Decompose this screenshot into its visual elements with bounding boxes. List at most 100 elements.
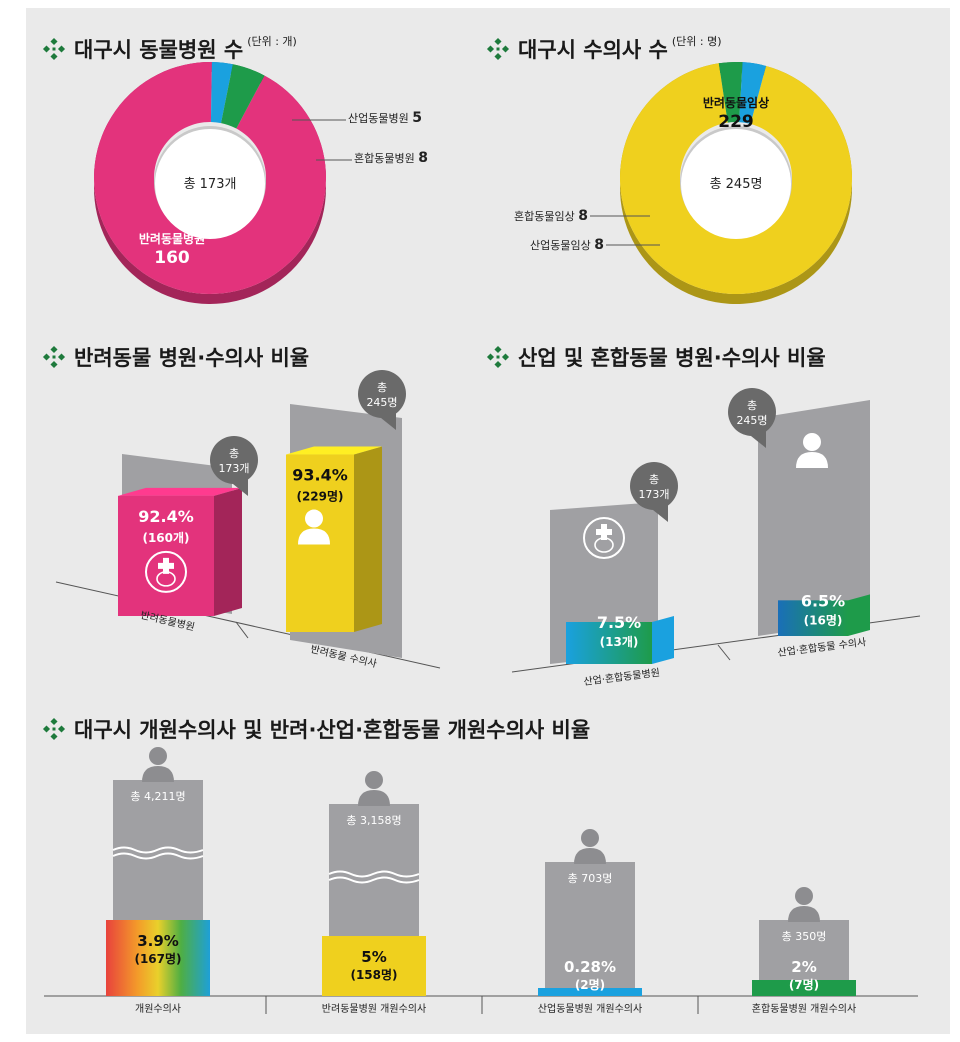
badge-line: 총 — [747, 399, 757, 412]
donut-vets: 총 245명 반려동물임상 229 혼합동물임상 8 산업동물임상 8 — [514, 62, 853, 304]
title-text: 대구시 수의사 수 — [518, 38, 668, 62]
person-head-icon — [149, 747, 167, 765]
donut-slice-혼합동물임상 — [718, 62, 743, 123]
bar-front — [118, 495, 214, 616]
badge-line: 총 — [649, 473, 659, 486]
donut-slice-산업동물병원 — [210, 62, 233, 124]
bar-count-label: (16명) — [804, 613, 843, 627]
percent-bar — [538, 988, 642, 996]
diamond-bullet-icon — [42, 37, 66, 61]
section-title-vets: 대구시 수의사 수 (단위 : 명) — [486, 34, 722, 64]
donut-slice-반려동물병원 — [93, 62, 326, 295]
diamond-bullet-icon — [486, 345, 510, 369]
x-tick-label: 산업동물병원 개원수의사 — [538, 1002, 642, 1015]
diamond-bullet-icon — [42, 345, 66, 369]
badge-line: 173개 — [218, 462, 249, 475]
bar-side — [848, 594, 870, 636]
diamond-bullet-icon — [486, 37, 510, 61]
x-tick-label: 산업·혼합동물병원 — [583, 666, 661, 688]
person-body-icon — [142, 766, 174, 782]
bar-front — [566, 622, 652, 664]
bar-value-label: 7.5% — [597, 613, 641, 632]
x-tick-label: 반려동물병원 개원수의사 — [322, 1003, 426, 1015]
section-title-opening: 대구시 개원수의사 및 반려·산업·혼합동물 개원수의사 비율 — [42, 714, 591, 744]
person-body-icon — [788, 906, 820, 922]
bar-front — [778, 600, 848, 636]
unit-text: (단위 : 개) — [247, 35, 297, 48]
donut-hole — [681, 129, 791, 239]
slice-value: 229 — [718, 112, 754, 132]
percent-bar — [106, 920, 210, 996]
x-tick-label: 산업·혼합동물 수의사 — [777, 635, 867, 659]
cross-icon — [158, 557, 174, 574]
bar-count-label: (229명) — [296, 490, 343, 504]
bar-count-label: (7명) — [789, 978, 819, 992]
pet-hospital-icon — [583, 517, 625, 559]
bar-value-label: 92.4% — [138, 507, 194, 526]
bar-value-label: 6.5% — [801, 591, 845, 610]
donut-total-label: 총 173개 — [184, 177, 237, 192]
bar-value-label: 2% — [791, 958, 816, 976]
slice-label: 산업동물임상 8 — [530, 237, 604, 253]
badge-line: 총 — [377, 381, 387, 394]
badge-line: 245명 — [736, 414, 767, 427]
section-title-industrial: 산업 및 혼합동물 병원·수의사 비율 — [486, 342, 826, 372]
badge-line: 245명 — [366, 396, 397, 409]
title-text: 대구시 개원수의사 및 반려·산업·혼합동물 개원수의사 비율 — [74, 718, 591, 742]
bar-value-label: 93.4% — [292, 466, 348, 485]
person-head-icon — [581, 829, 599, 847]
bar-chart-industrial: 7.5% (13개) 6.5% (16명) 산업·혼합동물병원 산업·혼합동물 수의사 총 1… — [511, 388, 921, 688]
x-tick-label: 개원수의사 — [135, 1003, 181, 1015]
slice-value: 160 — [154, 248, 190, 268]
title-text: 반려동물 병원·수의사 비율 — [74, 346, 310, 370]
axis-break-icon — [112, 852, 204, 860]
bar-top — [286, 446, 382, 455]
bar-side — [354, 446, 382, 632]
total-label: 총 4,211명 — [130, 790, 185, 803]
donut-slice-산업동물임상 — [739, 62, 767, 124]
total-label: 총 3,158명 — [346, 814, 401, 827]
cross-icon — [596, 524, 612, 540]
slice-label: 혼합동물임상 8 — [514, 208, 588, 224]
total-label: 총 703명 — [568, 872, 613, 885]
diamond-bullet-icon — [42, 717, 66, 741]
slice-label: 산업동물병원 5 — [348, 110, 422, 126]
x-tick-label: 혼합동물병원 개원수의사 — [752, 1002, 856, 1015]
person-head-icon — [365, 771, 383, 789]
badge-line: 총 — [229, 447, 239, 460]
bar-chart-opening: 총 4,211명 3.9% (167명) 개원수의사 총 3,158명 5% (158명) 반… — [44, 747, 918, 1015]
pet-hospital-icon — [145, 550, 187, 593]
slice-label: 혼합동물병원 8 — [354, 150, 428, 166]
bar-count-label: (167명) — [134, 952, 181, 966]
title-text: 산업 및 혼합동물 병원·수의사 비율 — [518, 346, 826, 370]
donut-slice-혼합동물병원 — [221, 64, 265, 129]
section-title-companion: 반려동물 병원·수의사 비율 — [42, 342, 310, 372]
badge-circle — [728, 388, 776, 436]
total-backdrop — [758, 400, 870, 636]
axis-break-icon — [328, 876, 420, 884]
badge-circle — [358, 370, 406, 418]
donut-total-label: 총 245명 — [710, 177, 763, 192]
donut-hole — [155, 129, 265, 239]
badge-line: 173개 — [638, 488, 669, 501]
bar-side — [652, 616, 674, 664]
slice-label: 반려동물임상 — [703, 95, 769, 110]
slice-label: 반려동물병원 — [139, 231, 205, 246]
percent-bar — [322, 936, 426, 996]
person-body-icon — [796, 452, 828, 468]
title-text: 대구시 동물병원 수 — [74, 38, 244, 62]
section-title-hospitals: 대구시 동물병원 수 (단위 : 개) — [42, 34, 297, 64]
bar-count-label: (13개) — [600, 635, 639, 649]
floor-divider — [717, 644, 731, 661]
unit-text: (단위 : 명) — [671, 35, 722, 48]
floor-divider — [235, 621, 249, 639]
bar-top — [118, 487, 242, 496]
person-body-icon — [298, 528, 330, 545]
bar-value-label: 5% — [361, 948, 386, 966]
donut-slice-반려동물임상 — [620, 63, 852, 294]
bar-count-label: (2명) — [575, 978, 605, 992]
